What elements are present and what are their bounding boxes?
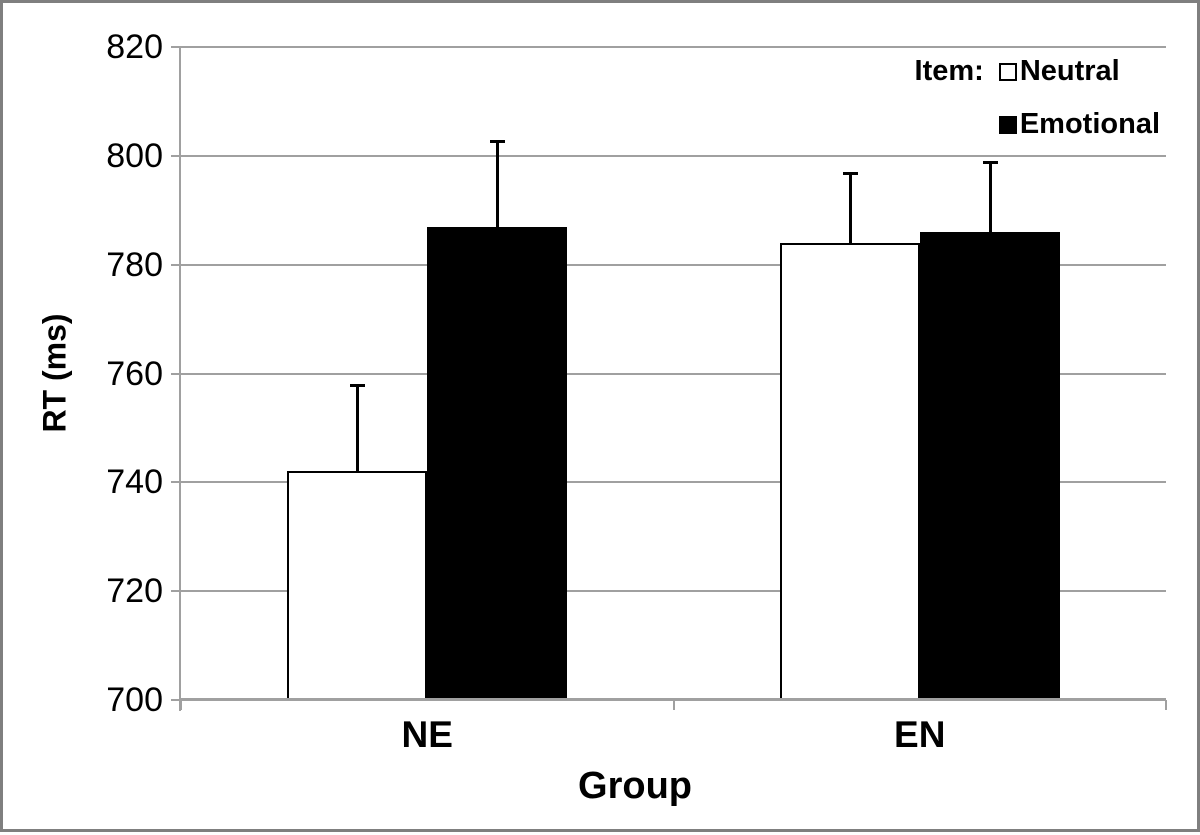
error-bar-cap-ne-neutral bbox=[350, 384, 365, 387]
gridline-740 bbox=[181, 481, 1166, 483]
y-tick-mark-760 bbox=[171, 373, 181, 375]
legend: Item: Neutral Emotional bbox=[915, 55, 1160, 141]
error-bar-ne-emotional bbox=[496, 140, 499, 227]
bar-en-emotional bbox=[920, 232, 1060, 700]
gridline-720 bbox=[181, 590, 1166, 592]
error-bar-en-emotional bbox=[989, 161, 992, 232]
error-bar-cap-en-neutral bbox=[843, 172, 858, 175]
x-category-label-en: EN bbox=[894, 714, 946, 755]
y-tick-mark-780 bbox=[171, 264, 181, 266]
x-tick-mark-1 bbox=[673, 700, 675, 710]
bar-ne-neutral bbox=[287, 471, 427, 700]
x-tick-mark-2 bbox=[1165, 700, 1167, 710]
legend-label-emotional: Emotional bbox=[1019, 108, 1160, 140]
y-tick-mark-740 bbox=[171, 481, 181, 483]
gridline-800 bbox=[181, 155, 1166, 157]
legend-entry-neutral: Neutral bbox=[998, 55, 1160, 88]
error-bar-en-neutral bbox=[849, 172, 852, 243]
y-tick-mark-800 bbox=[171, 155, 181, 157]
legend-label-neutral: Neutral bbox=[1019, 55, 1120, 87]
legend-swatch-emotional-icon bbox=[998, 115, 1017, 134]
y-tick-mark-700 bbox=[171, 699, 181, 701]
x-axis-title: Group bbox=[578, 765, 692, 807]
y-tick-label-740: 740 bbox=[106, 463, 163, 501]
y-tick-mark-720 bbox=[171, 590, 181, 592]
error-bar-cap-en-emotional bbox=[983, 161, 998, 164]
error-bar-cap-ne-emotional bbox=[490, 140, 505, 143]
y-tick-label-700: 700 bbox=[106, 681, 163, 719]
y-axis-line bbox=[179, 47, 181, 711]
legend-title: Item: bbox=[914, 55, 984, 87]
gridline-820 bbox=[181, 46, 1166, 48]
y-axis-tick-labels: 700 720 740 760 780 800 820 bbox=[3, 3, 163, 835]
x-tick-mark-0 bbox=[180, 700, 182, 710]
gridline-780 bbox=[181, 264, 1166, 266]
y-tick-label-800: 800 bbox=[106, 137, 163, 175]
error-bar-ne-neutral bbox=[356, 384, 359, 471]
y-tick-label-820: 820 bbox=[106, 28, 163, 66]
bar-en-neutral bbox=[780, 243, 920, 700]
x-axis-line bbox=[181, 698, 1166, 700]
legend-entry-emotional: Emotional bbox=[998, 108, 1160, 141]
y-tick-mark-820 bbox=[171, 46, 181, 48]
plot-area: Item: Neutral Emotional bbox=[171, 46, 1167, 711]
y-tick-label-760: 760 bbox=[106, 355, 163, 393]
bar-ne-emotional bbox=[427, 227, 567, 700]
y-tick-label-720: 720 bbox=[106, 572, 163, 610]
legend-swatch-neutral-icon bbox=[998, 62, 1017, 81]
y-tick-label-780: 780 bbox=[106, 246, 163, 284]
gridline-760 bbox=[181, 373, 1166, 375]
x-category-label-ne: NE bbox=[401, 714, 453, 755]
